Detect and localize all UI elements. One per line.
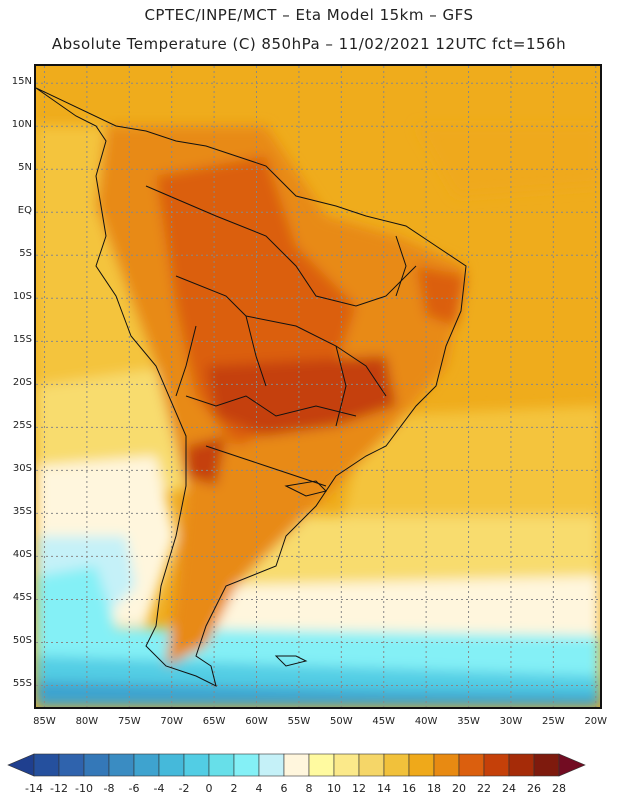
lon-label: 30W bbox=[499, 716, 523, 727]
colorbar-labels: -14 -12 -10 -8 -6 -4 -2 0 2 4 6 8 10 12 14 16 18 20 22 24 26… bbox=[25, 782, 566, 795]
lat-label: 5S bbox=[19, 248, 32, 260]
coastlines bbox=[36, 87, 467, 687]
colorbar-swatch bbox=[483, 753, 510, 777]
colorbar-swatch bbox=[208, 753, 235, 777]
colorbar-label: 8 bbox=[306, 782, 313, 795]
lon-label: 40W bbox=[414, 716, 438, 727]
colorbar-swatches bbox=[7, 753, 586, 777]
lat-label: 5N bbox=[18, 162, 32, 174]
colorbar-label: 24 bbox=[502, 782, 516, 795]
lat-label: 55S bbox=[12, 678, 32, 690]
lon-label: 80W bbox=[75, 716, 99, 727]
graticule bbox=[36, 66, 600, 707]
colorbar-swatch bbox=[358, 753, 385, 777]
lat-label: 10N bbox=[11, 119, 32, 131]
colorbar-label: -10 bbox=[75, 782, 93, 795]
lat-label: 15S bbox=[12, 334, 32, 346]
colorbar-swatch bbox=[108, 753, 135, 777]
colorbar-swatch bbox=[558, 753, 586, 777]
colorbar-swatch bbox=[383, 753, 410, 777]
lon-label: 75W bbox=[117, 716, 141, 727]
colorbar-swatch bbox=[408, 753, 435, 777]
lon-label: 35W bbox=[457, 716, 480, 727]
colorbar-swatch bbox=[158, 753, 185, 777]
colorbar-swatch bbox=[58, 753, 85, 777]
chart-subtitle: Absolute Temperature (C) 850hPa – 11/02/… bbox=[51, 35, 567, 53]
colorbar-label: 28 bbox=[552, 782, 566, 795]
colorbar-label: 4 bbox=[256, 782, 263, 795]
colorbar-swatch bbox=[258, 753, 285, 777]
colorbar-swatch bbox=[333, 753, 360, 777]
chart-title: CPTEC/INPE/MCT – Eta Model 15km – GFS bbox=[144, 6, 474, 24]
lat-label: 30S bbox=[12, 463, 32, 475]
colorbar-label: 16 bbox=[402, 782, 416, 795]
colorbar-swatch bbox=[233, 753, 260, 777]
colorbar-label: 12 bbox=[352, 782, 366, 795]
colorbar-label: -2 bbox=[179, 782, 190, 795]
map-frame bbox=[34, 64, 602, 709]
lat-label: 25S bbox=[12, 420, 32, 432]
colorbar-swatch bbox=[308, 753, 335, 777]
colorbar-swatch bbox=[183, 753, 210, 777]
lat-label: 45S bbox=[12, 592, 32, 604]
lat-label: 20S bbox=[12, 377, 32, 389]
lat-label: 35S bbox=[12, 506, 32, 518]
colorbar-label: -4 bbox=[154, 782, 165, 795]
colorbar-label: 14 bbox=[377, 782, 391, 795]
colorbar-swatch bbox=[508, 753, 535, 777]
lat-label: EQ bbox=[17, 205, 32, 217]
temperature-field bbox=[36, 126, 600, 707]
colorbar-label: 2 bbox=[231, 782, 238, 795]
colorbar-label: 20 bbox=[452, 782, 466, 795]
colorbar-swatch bbox=[283, 753, 310, 777]
lat-label: 50S bbox=[12, 635, 32, 647]
lon-label: 25W bbox=[542, 716, 565, 727]
colorbar-swatch bbox=[533, 753, 560, 777]
colorbar-label: 22 bbox=[477, 782, 491, 795]
colorbar-swatch bbox=[458, 753, 485, 777]
colorbar-swatch bbox=[433, 753, 460, 777]
colorbar-swatch bbox=[133, 753, 160, 777]
colorbar-label: -12 bbox=[50, 782, 68, 795]
lon-label: 70W bbox=[160, 716, 183, 727]
colorbar-label: 0 bbox=[206, 782, 213, 795]
colorbar: -14 -12 -10 -8 -6 -4 -2 0 2 4 6 8 10 12 14 16 18 20 22 24 26… bbox=[7, 753, 586, 795]
lat-label: 40S bbox=[12, 549, 32, 561]
colorbar-label: -6 bbox=[129, 782, 140, 795]
lon-label: 65W bbox=[202, 716, 226, 727]
colorbar-label: 18 bbox=[427, 782, 441, 795]
colorbar-swatch bbox=[33, 753, 60, 777]
colorbar-label: 6 bbox=[281, 782, 288, 795]
colorbar-label: -8 bbox=[104, 782, 115, 795]
colorbar-swatch bbox=[83, 753, 110, 777]
colorbar-label: 26 bbox=[527, 782, 541, 795]
colorbar-label: -14 bbox=[25, 782, 43, 795]
lon-label: 55W bbox=[287, 716, 311, 727]
temperature-map bbox=[36, 66, 600, 707]
lon-label: 20W bbox=[584, 716, 608, 727]
colorbar-label: 10 bbox=[327, 782, 341, 795]
colorbar-swatch bbox=[7, 753, 35, 777]
lat-label: 10S bbox=[12, 291, 32, 303]
lon-label: 50W bbox=[330, 716, 353, 727]
lon-label: 85W bbox=[33, 716, 56, 727]
lat-label: 15N bbox=[11, 76, 32, 88]
lon-label: 45W bbox=[372, 716, 396, 727]
lon-label: 60W bbox=[245, 716, 268, 727]
